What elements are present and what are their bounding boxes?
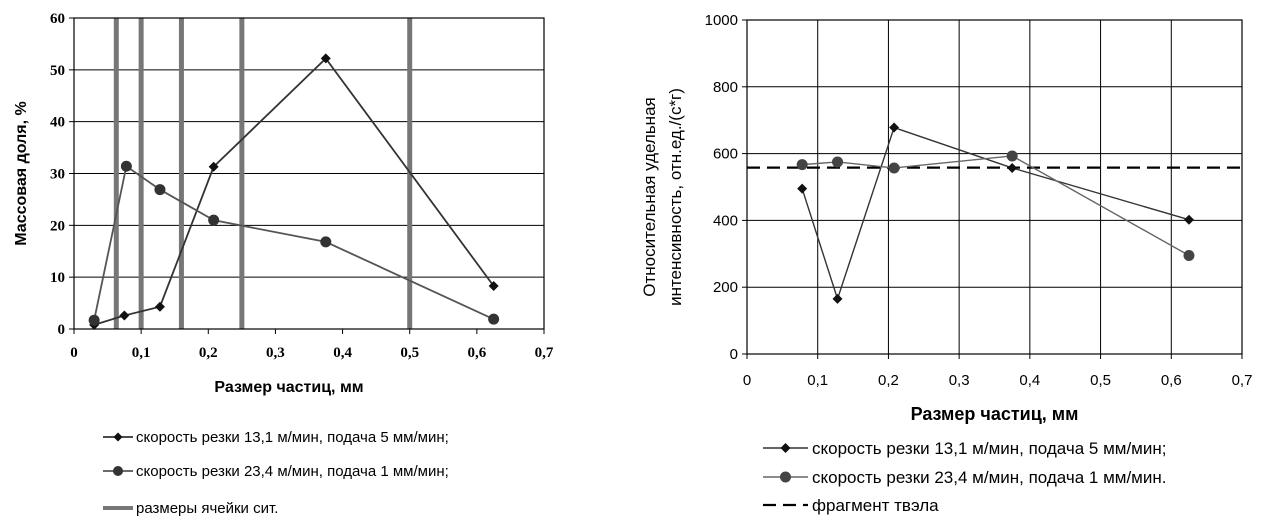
data-point-diamond — [1183, 214, 1194, 225]
y-tick-label: 400 — [713, 212, 738, 229]
data-point-circle — [320, 236, 332, 248]
y-tick-label: 30 — [50, 167, 65, 183]
data-point-circle — [488, 313, 500, 325]
chart-mass-fraction: 0 10 20 30 40 50 60 0 0,1 0,2 0,3 0,4 0,5 0,6 0,7 Разме… — [13, 11, 554, 517]
plot-frame — [73, 17, 545, 330]
y-axis-title-line2: интенсивность, отн.ед./(с*г) — [666, 88, 685, 306]
data-point-circle — [832, 156, 844, 168]
data-point-diamond — [797, 183, 808, 194]
x-tick-label: 0 — [743, 372, 751, 389]
data-point-circle — [888, 162, 900, 174]
legend-label: размеры ячейки сит. — [136, 500, 278, 517]
data-point-diamond — [832, 293, 843, 304]
data-point-circle — [154, 184, 166, 196]
x-tick-label: 0,4 — [333, 345, 352, 361]
y-tick-label: 800 — [713, 79, 738, 96]
y-axis-title: Массовая доля, % — [13, 101, 30, 245]
data-point-diamond — [1007, 162, 1018, 173]
y-tick-label: 40 — [50, 115, 65, 131]
plot-frame — [746, 19, 1243, 355]
data-point-diamond — [320, 53, 331, 64]
legend-marker-diamond — [780, 443, 791, 453]
x-tick-label: 0,1 — [132, 345, 151, 361]
data-point-circle — [1006, 150, 1018, 162]
data-point-circle — [796, 159, 808, 171]
legend-label: фрагмент твэла — [812, 496, 939, 515]
x-tick-label: 0,5 — [400, 345, 419, 361]
legend-label: скорость резки 13,1 м/мин, подача 5 мм/м… — [812, 439, 1166, 458]
x-axis-title: Размер частиц, мм — [214, 379, 363, 396]
chart-specific-intensity: 0 200 400 600 800 1000 0 0,1 0,2 0,3 0,4 0,5 0,6 0,7 Р… — [640, 12, 1252, 515]
data-point-circle — [1183, 249, 1195, 261]
y-tick-label: 0 — [730, 346, 738, 363]
x-tick-label: 0,2 — [199, 345, 218, 361]
data-point-circle — [88, 314, 100, 326]
data-point-diamond — [154, 301, 165, 312]
data-point-circle — [208, 214, 220, 226]
y-tick-label: 60 — [50, 11, 65, 27]
data-point-diamond — [208, 161, 219, 172]
legend-label: скорость резки 23,4 м/мин, подача 1 мм/м… — [136, 463, 449, 480]
legend-marker-diamond — [113, 432, 123, 442]
data-point-diamond — [488, 280, 499, 291]
legend-label: скорость резки 23,4 м/мин, подача 1 мм/м… — [812, 468, 1166, 487]
x-tick-label: 0,4 — [1019, 372, 1040, 389]
x-tick-label: 0,6 — [1161, 372, 1182, 389]
legend-label: скорость резки 13,1 м/мин, подача 5 мм/м… — [136, 429, 449, 446]
y-axis-title-line1: Относительная удельная — [640, 97, 659, 296]
y-tick-label: 10 — [50, 270, 65, 286]
y-tick-label: 20 — [50, 218, 65, 234]
x-tick-label: 0,3 — [266, 345, 285, 361]
x-tick-label: 0,7 — [535, 345, 554, 361]
y-tick-label: 200 — [713, 279, 738, 296]
x-tick-label: 0,3 — [949, 372, 970, 389]
x-tick-label: 0,7 — [1232, 372, 1253, 389]
data-point-diamond — [889, 122, 900, 133]
data-point-diamond — [119, 310, 130, 321]
x-tick-label: 0,1 — [807, 372, 828, 389]
y-tick-label: 0 — [58, 322, 66, 338]
series-line — [802, 155, 1190, 257]
series-line — [93, 164, 495, 321]
x-tick-label: 0,6 — [467, 345, 486, 361]
y-tick-label: 50 — [50, 63, 65, 79]
y-tick-label: 1000 — [705, 12, 738, 29]
y-tick-label: 600 — [713, 146, 738, 163]
series-line — [93, 57, 495, 326]
legend-marker-circle — [780, 471, 791, 483]
x-tick-label: 0,2 — [878, 372, 899, 389]
x-tick-label: 0,5 — [1090, 372, 1111, 389]
x-axis-title: Размер частиц, мм — [911, 404, 1079, 424]
data-point-circle — [120, 160, 132, 172]
legend-marker-circle — [113, 466, 123, 476]
x-tick-label: 0 — [70, 345, 78, 361]
